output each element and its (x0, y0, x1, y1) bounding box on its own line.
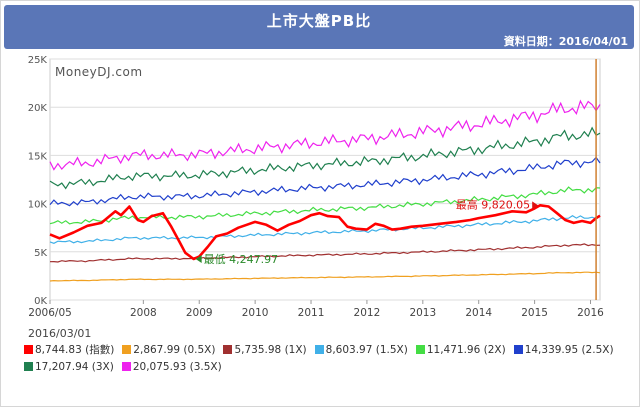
band-line-2 (49, 214, 601, 244)
low-marker (195, 255, 202, 264)
data-date-label: 資料日期：2016/04/01 (503, 35, 628, 48)
legend: 8,744.83 (指數) 2,867.99 (0.5X) 5,735.98 (1X… (24, 340, 624, 375)
legend-swatch (121, 362, 131, 371)
legend-label: 2,867.99 (0.5X) (133, 344, 216, 356)
x-tick-label: 2014 (465, 307, 492, 319)
band-line-3 (49, 186, 601, 225)
legend-label: 5,735.98 (1X) (234, 344, 307, 356)
high-marker (532, 201, 539, 210)
y-tick-label: 20K (28, 103, 48, 114)
x-tick-label: 2016 (577, 307, 604, 319)
legend-item[interactable]: 11,471.96 (2X) (415, 344, 506, 356)
x-tick-label: 2013 (409, 307, 436, 319)
band-line-0 (49, 271, 601, 282)
x-tick-label: 2006/05 (28, 307, 72, 319)
x-tick-label: 2010 (242, 307, 269, 319)
watermark: MoneyDJ.com (55, 65, 143, 79)
legend-label: 11,471.96 (2X) (426, 344, 506, 356)
pb-ratio-chart[interactable]: 0K 5K 10K 15K 20K 25K 2006/05 2008 2009 2010 2011 2… (0, 50, 640, 325)
legend-swatch (24, 345, 33, 354)
legend-item[interactable]: 20,075.93 (3.5X) (121, 361, 222, 373)
legend-swatch (24, 362, 33, 371)
legend-swatch (223, 345, 233, 354)
legend-item[interactable]: 2,867.99 (0.5X) (122, 344, 215, 356)
high-annotation: 最高 9,820.05 (456, 197, 530, 211)
legend-label: 17,207.94 (3X) (35, 361, 114, 373)
legend-swatch (314, 345, 324, 354)
band-line-4 (49, 156, 601, 207)
y-tick-label: 0K (34, 296, 47, 307)
legend-label: 8,744.83 (指數) (35, 344, 115, 356)
low-annotation: 最低 4,247.97 (204, 253, 278, 266)
x-tick-label: 2008 (130, 307, 157, 319)
legend-item[interactable]: 17,207.94 (3X) (24, 361, 114, 373)
legend-item[interactable]: 8,744.83 (指數) (24, 342, 114, 357)
chart-title: 上市大盤PB比 (266, 12, 372, 30)
legend-item[interactable]: 5,735.98 (1X) (223, 344, 307, 356)
legend-swatch (513, 345, 523, 354)
legend-swatch (122, 345, 132, 354)
legend-date: 2016/03/01 (28, 327, 92, 340)
band-line-6 (49, 99, 601, 171)
x-tick-label: 2009 (186, 307, 213, 319)
legend-label: 14,339.95 (2.5X) (524, 344, 614, 356)
y-tick-label: 15K (28, 151, 48, 162)
x-tick-label: 2015 (521, 307, 548, 319)
x-tick-label: 2012 (354, 307, 381, 319)
legend-item[interactable]: 8,603.97 (1.5X) (314, 344, 408, 356)
title-bar: 上市大盤PB比 資料日期：2016/04/01 (4, 5, 634, 49)
y-tick-label: 25K (28, 55, 48, 66)
y-tick-label: 5K (34, 248, 47, 259)
legend-label: 20,075.93 (3.5X) (132, 361, 222, 373)
y-tick-label: 10K (28, 200, 48, 211)
legend-swatch (415, 345, 425, 354)
legend-item[interactable]: 14,339.95 (2.5X) (513, 344, 614, 356)
band-line-1 (49, 243, 601, 263)
band-line-5 (49, 126, 601, 190)
index-line (49, 204, 601, 261)
legend-label: 8,603.97 (1.5X) (325, 344, 408, 356)
x-tick-label: 2011 (298, 307, 325, 319)
